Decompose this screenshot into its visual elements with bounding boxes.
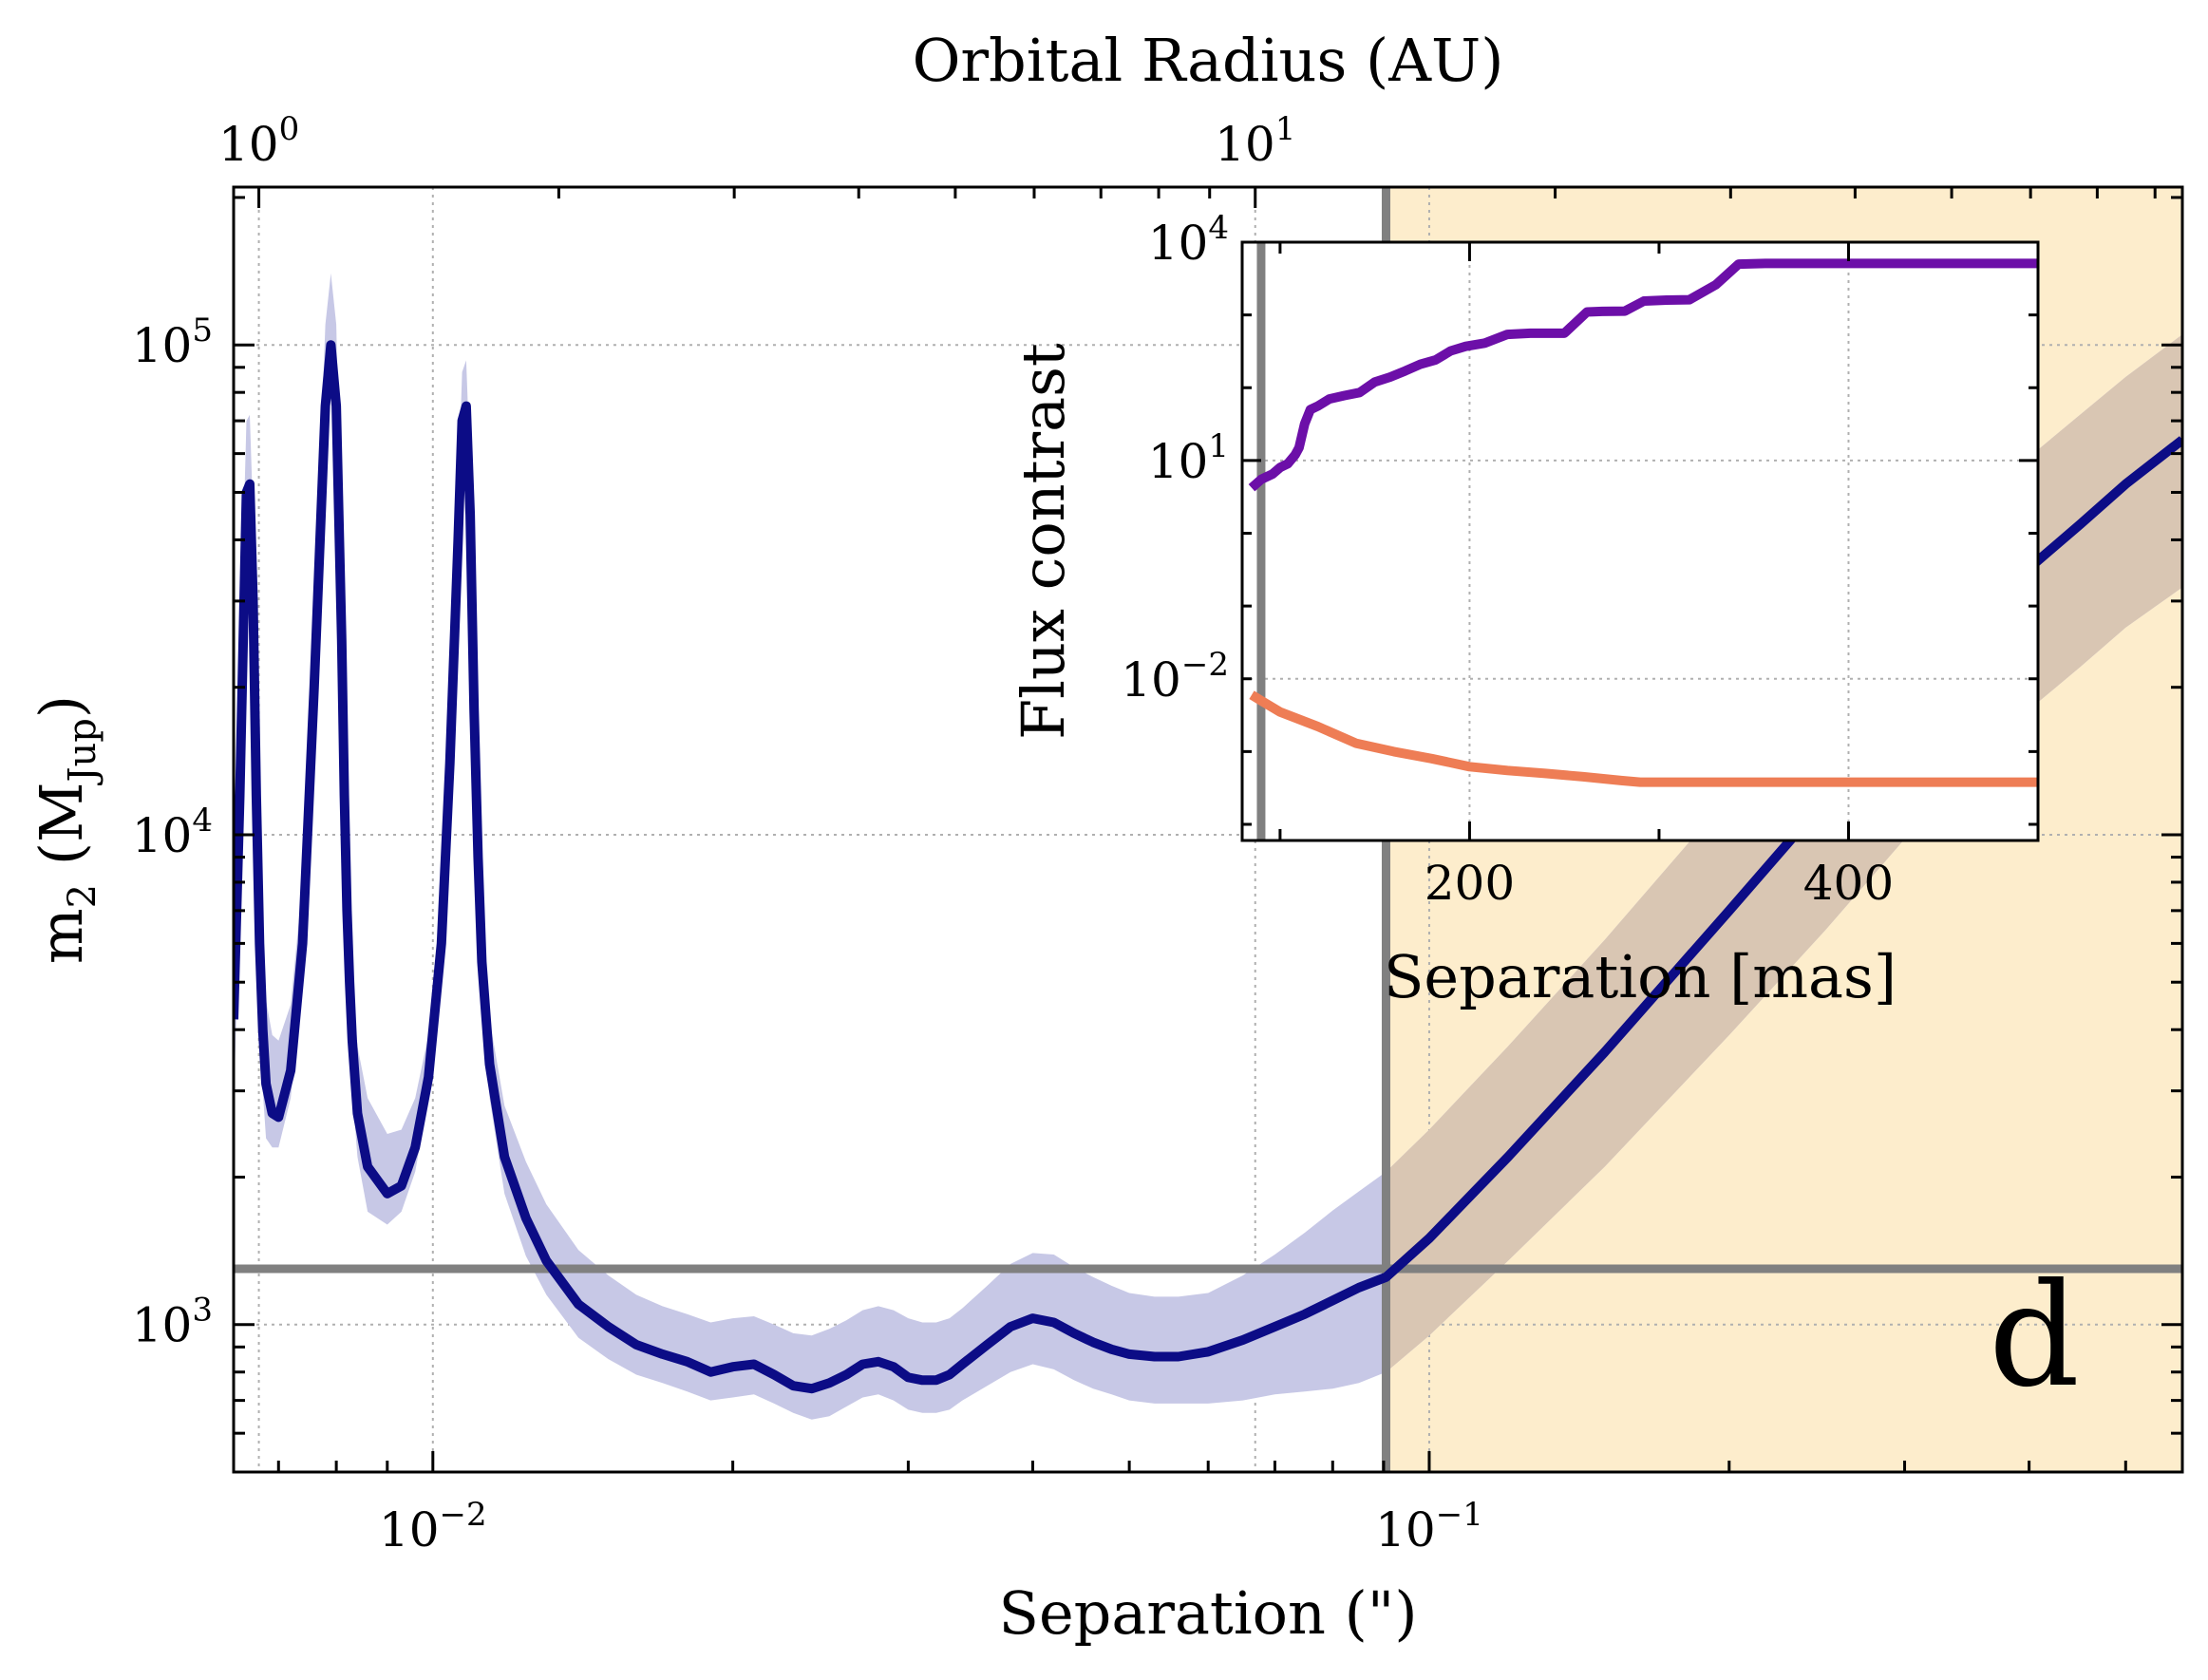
contrast-line-purple: [1248, 258, 2038, 492]
inset-x-tick-label: 200: [1425, 856, 1515, 911]
y-tick-label: 105: [132, 311, 213, 373]
contrast-line-orange: [1249, 690, 2038, 787]
inset-chart: 200 400 104 101 10−2 Separation [mas] Flux con…: [1009, 209, 2040, 1011]
x-axis-title: Separation ("): [998, 1578, 1417, 1648]
inset-ticks: [1242, 240, 2040, 840]
inset-y-tick-label: 101: [1148, 427, 1229, 489]
inset-background: [1242, 242, 2038, 840]
mass-limit-line: [234, 340, 2182, 1394]
y-tick-label: 103: [132, 1292, 213, 1353]
x-tick-label: 10−1: [1375, 1496, 1483, 1557]
top-tick-label: 100: [218, 110, 299, 172]
y-axis-title: m2 (MJup): [27, 695, 104, 964]
inset-y-tick-label: 104: [1148, 209, 1229, 271]
inset-plot-area: [1242, 242, 2038, 840]
inset-y-axis-title: Flux contrast: [1009, 343, 1078, 740]
inset-x-axis-title: Separation [mas]: [1384, 942, 1897, 1011]
x-tick-label: 10−2: [379, 1496, 487, 1557]
top-axis-title: Orbital Radius (AU): [913, 26, 1504, 95]
inset-frame: [1240, 240, 2040, 842]
inset-x-tick-label: 400: [1803, 856, 1894, 911]
top-tick-label: 101: [1215, 110, 1295, 172]
panel-label: d: [1989, 1254, 2080, 1419]
inset-y-tick-label: 10−2: [1121, 646, 1229, 708]
main-ticks: [234, 187, 2182, 1474]
y-tick-label: 104: [132, 802, 213, 863]
